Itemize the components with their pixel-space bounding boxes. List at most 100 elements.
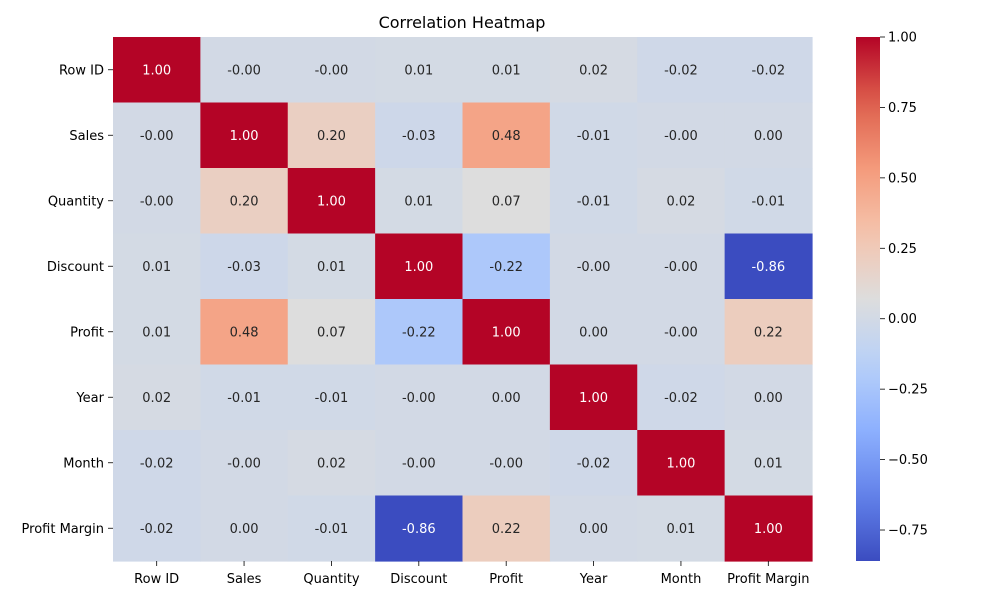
cell-value-label: -0.01 [227, 391, 261, 406]
cell-value-label: 1.00 [492, 325, 521, 340]
heatmap-cell [637, 233, 726, 300]
heatmap-cell [637, 495, 726, 562]
heatmap-cell [549, 37, 638, 104]
cell-value-label: -0.00 [664, 325, 698, 340]
cell-value-label: 1.00 [579, 391, 608, 406]
cell-value-label: -0.22 [489, 260, 523, 275]
cell-value-label: 0.01 [142, 325, 171, 340]
x-tick-label: Discount [390, 572, 447, 587]
y-tick-label: Profit Margin [22, 522, 104, 537]
y-axis: Row ID Sales Quantity Discount Profit Year Mon… [22, 63, 113, 537]
cell-value-label: -0.00 [227, 63, 261, 78]
cell-value-label: -0.02 [140, 456, 174, 471]
cell-value-label: -0.01 [577, 129, 611, 144]
colorbar-tick-label: 0.50 [888, 171, 917, 186]
cell-value-label: 1.00 [666, 456, 695, 471]
cell-value-label: 1.00 [142, 63, 171, 78]
cell-value-label: -0.00 [664, 260, 698, 275]
cell-value-label: -0.00 [140, 194, 174, 209]
heatmap-cell [287, 299, 376, 366]
cell-value-label: 0.02 [579, 63, 608, 78]
heatmap-cell [724, 233, 813, 300]
cell-value-label: 1.00 [230, 129, 259, 144]
heatmap-cell [637, 364, 726, 431]
heatmap-cell [200, 233, 289, 300]
heatmap-cell [375, 168, 464, 235]
heatmap-cell [462, 233, 551, 300]
heatmap-cell [724, 495, 813, 562]
cell-value-label: 0.02 [317, 456, 346, 471]
cell-value-label: 0.01 [142, 260, 171, 275]
heatmap-cell [287, 430, 376, 497]
heatmap-cell [113, 233, 201, 300]
colorbar-tick-label: −0.25 [888, 383, 928, 398]
y-tick-label: Profit [70, 325, 104, 340]
cell-value-label: -0.01 [577, 194, 611, 209]
heatmap-cell [113, 102, 201, 169]
heatmap-cell [375, 430, 464, 497]
y-tick-label: Month [63, 456, 104, 471]
heatmap-cell [200, 168, 289, 235]
heatmap-cell [200, 299, 289, 366]
cell-value-label: -0.00 [577, 260, 611, 275]
cell-value-label: -0.02 [664, 63, 698, 78]
x-axis: Row ID Sales Quantity Discount Profit Year Mon… [134, 561, 810, 587]
cell-value-label: 0.01 [666, 522, 695, 537]
heatmap-cell [637, 430, 726, 497]
colorbar-tick-label: −0.50 [888, 453, 928, 468]
heatmap-cell [724, 102, 813, 169]
heatmap-cell [287, 495, 376, 562]
y-tick-label: Sales [69, 129, 104, 144]
cell-value-label: 0.02 [666, 194, 695, 209]
heatmap-cell [462, 299, 551, 366]
x-tick-label: Month [661, 572, 702, 587]
cell-value-label: 0.01 [754, 456, 783, 471]
cell-value-label: 0.07 [492, 194, 521, 209]
cell-value-label: 1.00 [404, 260, 433, 275]
cell-value-label: 0.00 [492, 391, 521, 406]
cell-value-label: -0.01 [315, 522, 349, 537]
cell-value-label: -0.00 [489, 456, 523, 471]
heatmap-cell [462, 102, 551, 169]
heatmap-cell [637, 299, 726, 366]
heatmap-cell [200, 430, 289, 497]
x-tick-label: Profit Margin [727, 572, 809, 587]
x-tick-label: Sales [227, 572, 262, 587]
heatmap-cell [375, 364, 464, 431]
heatmap-cell [113, 168, 201, 235]
heatmap-cell [637, 37, 726, 104]
cell-value-label: 0.22 [492, 522, 521, 537]
cell-value-label: 0.22 [754, 325, 783, 340]
heatmap-cell [113, 364, 201, 431]
cell-value-label: 0.00 [579, 522, 608, 537]
cell-value-label: -0.01 [751, 194, 785, 209]
cell-value-label: 0.48 [230, 325, 259, 340]
cell-value-label: -0.02 [664, 391, 698, 406]
heatmap-cell [287, 233, 376, 300]
cell-value-label: -0.00 [402, 391, 436, 406]
heatmap-cell [462, 168, 551, 235]
cell-value-label: -0.00 [315, 63, 349, 78]
heatmap-cell [200, 102, 289, 169]
heatmap-cell [200, 364, 289, 431]
heatmap-cells [113, 37, 813, 562]
heatmap-cell [549, 168, 638, 235]
cell-value-label: -0.01 [315, 391, 349, 406]
y-tick-label: Discount [47, 260, 104, 275]
cell-value-label: 0.00 [579, 325, 608, 340]
y-tick-label: Quantity [48, 194, 104, 209]
heatmap-cell [375, 37, 464, 104]
heatmap-cell [549, 102, 638, 169]
colorbar-tick-label: 0.25 [888, 242, 917, 257]
cell-value-label: 1.00 [317, 194, 346, 209]
heatmap-cell [724, 299, 813, 366]
cell-value-label: -0.03 [227, 260, 261, 275]
cell-value-label: -0.00 [664, 129, 698, 144]
cell-value-label: 0.02 [142, 391, 171, 406]
heatmap-cell [113, 299, 201, 366]
heatmap-cell [549, 233, 638, 300]
cell-value-label: 1.00 [754, 522, 783, 537]
colorbar: 1.00 0.75 0.50 0.25 0.00 −0.25 −0.50 −0.75 [856, 31, 928, 561]
cell-value-label: -0.02 [140, 522, 174, 537]
